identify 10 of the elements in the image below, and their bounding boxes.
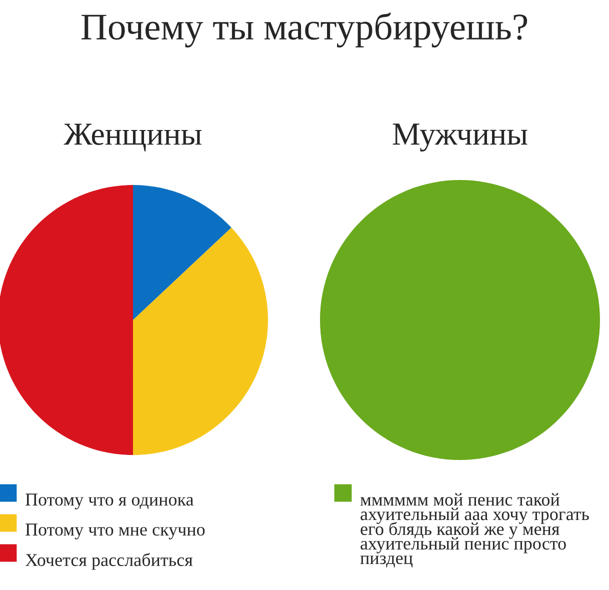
legend-label: Потому что мне скучно <box>26 524 205 540</box>
pie-slice <box>0 185 133 455</box>
pie-slice <box>133 228 268 455</box>
legend-label: Хочется расслабиться <box>25 553 193 570</box>
pie-slice <box>133 185 232 320</box>
chart-title: Почему ты мастурбируешь? <box>81 12 528 48</box>
legend-label: мммммм мой пенис такой ахуительный ааа хочу трогать его блядь какой же у меня ахуительный пенис просто пиздец <box>360 493 589 568</box>
chart-subtitle: Мужчины <box>392 124 528 152</box>
chart-subtitle: Женщины <box>64 124 202 152</box>
legend-label: Потому что я одинока <box>26 494 194 510</box>
